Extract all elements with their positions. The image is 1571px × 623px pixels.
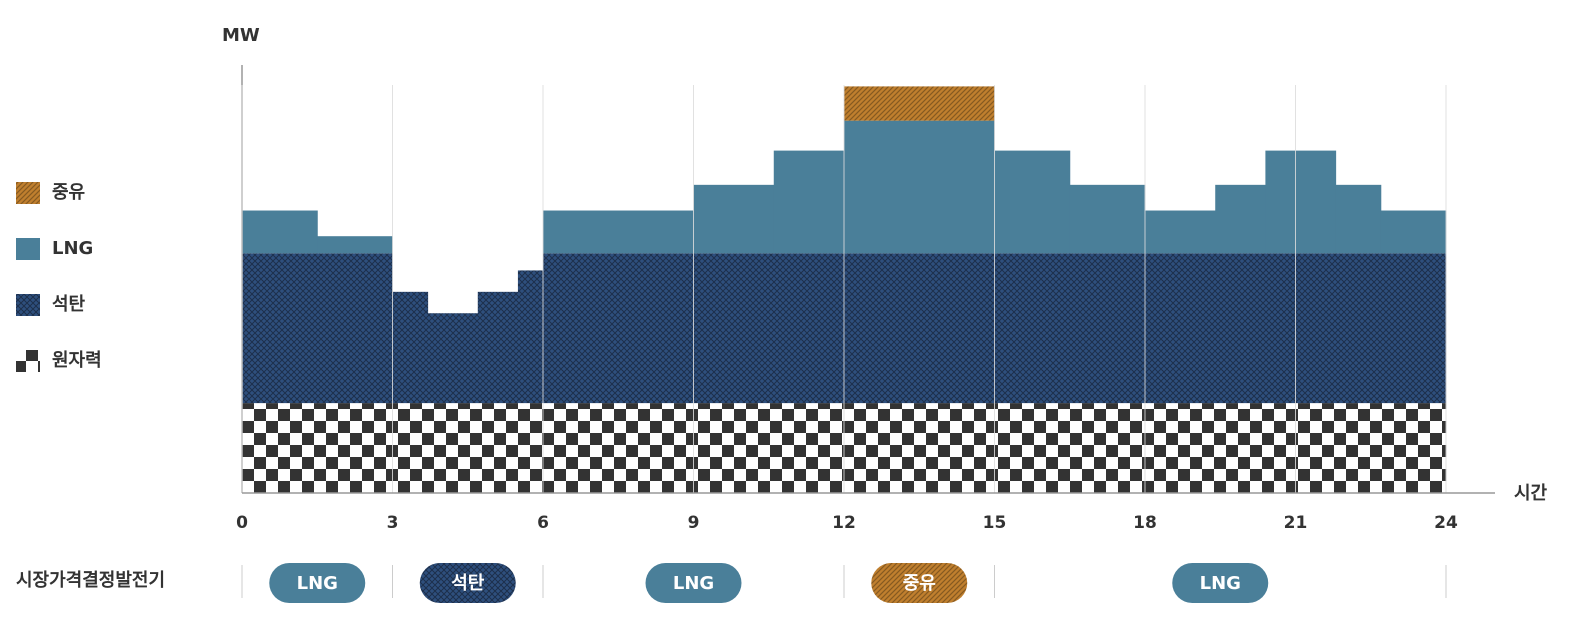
step-segment: [1069, 253, 1146, 404]
step-segment: [1380, 210, 1447, 254]
step-segment: [1335, 253, 1382, 404]
step-segment: [1215, 253, 1266, 404]
step-segment: [1145, 403, 1216, 493]
price-setter-pill: [1172, 563, 1269, 603]
step-segment: [994, 253, 1071, 404]
step-segment: [242, 210, 318, 254]
price-setter-pill: [269, 563, 366, 603]
step-segment: [477, 403, 519, 493]
price-setter-name: 중유: [903, 573, 936, 594]
price-setter-pill: [419, 563, 516, 603]
x-tick-label: 0: [236, 513, 248, 533]
legend-swatch: [16, 182, 40, 204]
step-segment: [844, 120, 995, 254]
step-segment: [242, 403, 318, 493]
x-tick-label: 15: [983, 513, 1007, 533]
step-segment: [1145, 253, 1216, 404]
step-segment: [994, 403, 1071, 493]
legend-swatch: [16, 350, 40, 372]
step-segment: [844, 86, 995, 121]
step-segment: [1145, 210, 1216, 254]
price-setter-name: LNG: [1200, 573, 1241, 594]
step-segment: [1265, 403, 1337, 493]
x-tick-label: 3: [387, 513, 399, 533]
price-setter-name: LNG: [673, 573, 714, 594]
step-segment: [844, 253, 995, 404]
step-segment: [242, 253, 318, 404]
step-segment: [392, 291, 429, 404]
x-tick-label: 18: [1133, 513, 1157, 533]
legend-label: 석탄: [52, 294, 86, 315]
step-segment: [1335, 403, 1382, 493]
x-tick-label: 24: [1434, 513, 1458, 533]
step-segment: [773, 150, 845, 254]
step-segment: [773, 253, 845, 404]
step-segment: [693, 253, 775, 404]
legend-swatch: [16, 294, 40, 316]
legend-swatch: [16, 238, 40, 260]
price-setter-name: LNG: [297, 573, 338, 594]
step-segment: [994, 150, 1071, 254]
step-segment: [1380, 253, 1447, 404]
price-setter-label: 시장가격결정발전기: [16, 570, 165, 591]
step-segment: [693, 184, 775, 254]
x-axis-label: 시간: [1514, 483, 1548, 504]
price-setter-pill: [645, 563, 742, 603]
step-segment: [517, 270, 544, 404]
legend-label: LNG: [52, 238, 93, 259]
step-segment: [517, 403, 544, 493]
step-segment: [1265, 253, 1337, 404]
step-segment: [543, 403, 694, 493]
step-segment: [773, 403, 845, 493]
step-segment: [317, 403, 393, 493]
step-segment: [392, 403, 429, 493]
step-segment: [543, 210, 694, 254]
x-tick-label: 21: [1284, 513, 1308, 533]
y-axis-label: MW: [222, 25, 260, 46]
step-segment: [1380, 403, 1447, 493]
step-segment: [427, 403, 479, 493]
price-setter-pill: [871, 563, 968, 603]
step-segment: [317, 253, 393, 404]
price-setter-name: 석탄: [451, 573, 485, 594]
step-segment: [317, 236, 393, 254]
step-segment: [543, 253, 694, 404]
step-segment: [1215, 184, 1266, 254]
step-segment: [1215, 403, 1266, 493]
legend-label: 중유: [52, 182, 85, 203]
x-tick-label: 6: [537, 513, 549, 533]
step-segment: [427, 313, 479, 404]
step-segment: [1069, 184, 1146, 254]
step-segment: [693, 403, 775, 493]
x-tick-label: 9: [688, 513, 700, 533]
legend-label: 원자력: [52, 350, 102, 371]
step-segment: [1069, 403, 1146, 493]
x-tick-label: 12: [832, 513, 856, 533]
step-segment: [477, 291, 519, 404]
step-segment: [844, 403, 995, 493]
step-segment: [1335, 184, 1382, 254]
step-segment: [1265, 150, 1337, 254]
